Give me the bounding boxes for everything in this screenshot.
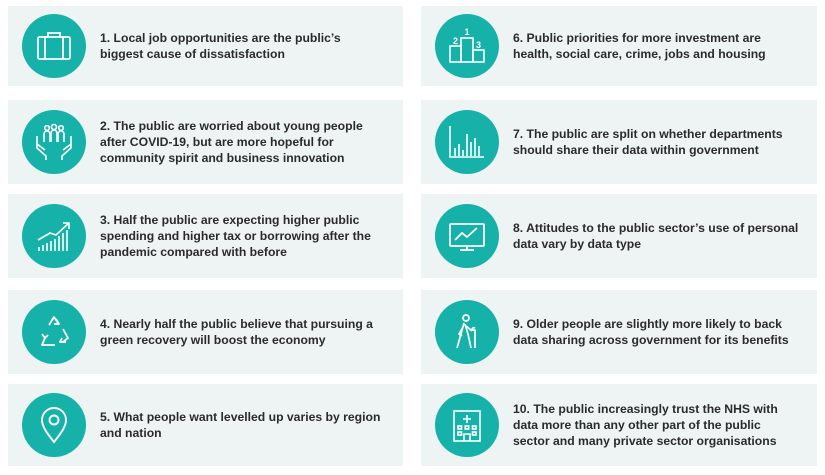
map-pin-icon bbox=[22, 393, 86, 457]
finding-text: 9. Older people are slightly more likely… bbox=[513, 317, 789, 347]
finding-card-5: 5. What people want levelled up varies b… bbox=[8, 384, 403, 466]
people-in-hands-icon bbox=[22, 110, 86, 174]
finding-text: 1. Local job opportunities are the publi… bbox=[100, 31, 341, 61]
finding-card-7: 7. The public are split on whether depar… bbox=[421, 100, 817, 184]
finding-card-3: 3. Half the public are expecting higher … bbox=[8, 194, 403, 278]
monitor-chart-icon bbox=[435, 204, 499, 268]
podium-label-1: 1 bbox=[464, 27, 469, 37]
finding-card-2: 2. The public are worried about young pe… bbox=[8, 100, 403, 184]
podium-label-2: 2 bbox=[453, 36, 458, 46]
podium-icon: 1 2 3 bbox=[435, 14, 499, 78]
bar-chart-icon bbox=[435, 110, 499, 174]
elderly-person-icon bbox=[435, 300, 499, 364]
finding-card-8: 8. Attitudes to the public sector’s use … bbox=[421, 194, 817, 278]
rising-bar-chart-icon bbox=[22, 204, 86, 268]
finding-card-6: 1 2 3 6. Public priorities for more inve… bbox=[421, 6, 817, 86]
finding-text: 5. What people want levelled up varies b… bbox=[100, 410, 381, 440]
finding-card-9: 9. Older people are slightly more likely… bbox=[421, 290, 817, 374]
briefcase-icon bbox=[22, 14, 86, 78]
recycle-icon bbox=[22, 300, 86, 364]
finding-card-10: 10. The public increasingly trust the NH… bbox=[421, 384, 817, 466]
finding-text: 8. Attitudes to the public sector’s use … bbox=[513, 221, 799, 251]
hospital-icon bbox=[435, 393, 499, 457]
finding-text: 10. The public increasingly trust the NH… bbox=[513, 402, 778, 448]
finding-text: 3. Half the public are expecting higher … bbox=[100, 213, 371, 259]
finding-card-4: 4. Nearly half the public believe that p… bbox=[8, 290, 403, 374]
finding-text: 7. The public are split on whether depar… bbox=[513, 127, 783, 157]
podium-label-3: 3 bbox=[476, 40, 481, 50]
finding-card-1: 1. Local job opportunities are the publi… bbox=[8, 6, 403, 86]
finding-text: 2. The public are worried about young pe… bbox=[100, 119, 363, 165]
finding-text: 4. Nearly half the public believe that p… bbox=[100, 317, 373, 347]
finding-text: 6. Public priorities for more investment… bbox=[513, 31, 766, 61]
